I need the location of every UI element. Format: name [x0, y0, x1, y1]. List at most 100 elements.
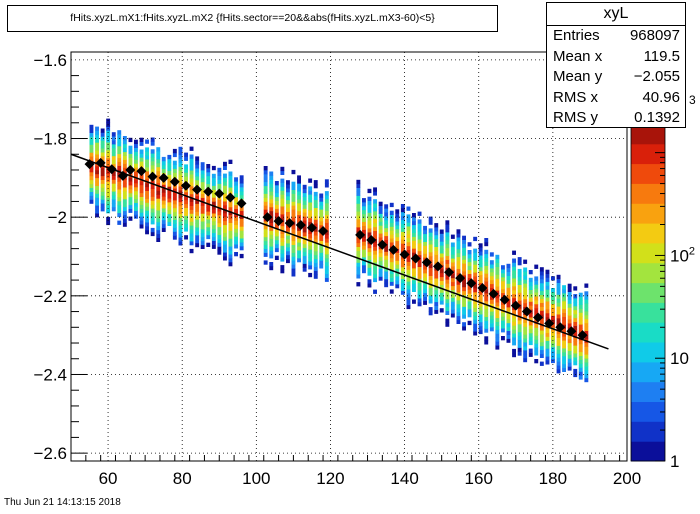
heatmap-cell	[156, 218, 161, 223]
heatmap-cell	[445, 259, 450, 264]
heatmap-cell	[111, 148, 116, 153]
heatmap-cell	[362, 209, 366, 215]
profile-point	[203, 186, 214, 197]
heatmap-cell	[506, 267, 511, 272]
heatmap-cell	[462, 271, 466, 276]
heatmap-cell	[161, 156, 166, 162]
heatmap-cell	[100, 148, 105, 153]
heatmap-cell	[302, 267, 307, 272]
heatmap-cell	[478, 325, 483, 331]
heatmap-cell	[172, 231, 177, 236]
heatmap-cell	[206, 207, 211, 212]
heatmap-cell	[417, 282, 422, 287]
heatmap-cell	[389, 269, 394, 274]
heatmap-cell	[412, 216, 416, 222]
heatmap-cell	[217, 199, 222, 204]
heatmap-cell	[528, 289, 533, 294]
heatmap-cell	[378, 233, 383, 238]
heatmap-cell	[578, 308, 583, 313]
heatmap-cell	[523, 259, 528, 264]
heatmap-cell	[367, 243, 372, 249]
heatmap-cell	[239, 191, 244, 196]
heatmap-cell	[297, 238, 301, 243]
heatmap-cell	[512, 289, 516, 295]
heatmap-cell	[534, 323, 539, 328]
heatmap-cell	[417, 223, 422, 228]
heatmap-cell	[512, 348, 516, 354]
heatmap-cell	[117, 134, 122, 139]
heatmap-cell	[280, 202, 285, 207]
heatmap-cell	[128, 181, 133, 186]
heatmap-cell	[489, 303, 494, 308]
heatmap-cell	[484, 281, 489, 286]
heatmap-cell	[172, 188, 177, 193]
heatmap-cell	[551, 339, 555, 344]
heatmap-cell	[573, 286, 578, 291]
heatmap-cell	[145, 210, 149, 215]
heatmap-cell	[462, 322, 466, 327]
heatmap-cell	[428, 275, 433, 280]
heatmap-cell	[367, 224, 372, 229]
heatmap-cell	[573, 368, 578, 374]
heatmap-cell	[473, 319, 478, 324]
heatmap-cell	[291, 252, 296, 257]
profile-point	[158, 172, 169, 183]
heatmap-cell	[195, 180, 200, 185]
heatmap-cell	[551, 323, 555, 328]
heatmap-cell	[100, 136, 105, 141]
heatmap-cell	[308, 213, 313, 219]
profile-point	[214, 188, 225, 199]
heatmap-cell	[484, 304, 489, 310]
heatmap-cell	[400, 247, 405, 252]
heatmap-cell	[184, 152, 188, 157]
heatmap-cell	[156, 159, 161, 164]
heatmap-cell	[280, 194, 285, 199]
heatmap-cell	[263, 240, 268, 246]
heatmap-cell	[128, 196, 133, 202]
heatmap-cell	[308, 249, 313, 254]
heatmap-cell	[150, 200, 155, 205]
heatmap-cell	[456, 319, 461, 324]
heatmap-cell	[200, 221, 205, 226]
heatmap-cell	[412, 268, 416, 273]
heatmap-cell	[145, 214, 149, 219]
heatmap-cell	[217, 250, 222, 255]
heatmap-cell	[128, 149, 133, 154]
heatmap-cell	[534, 327, 539, 332]
heatmap-cell	[189, 146, 194, 151]
heatmap-cell	[556, 302, 561, 307]
heatmap-cell	[545, 313, 550, 318]
heatmap-cell	[263, 189, 268, 194]
heatmap-cell	[195, 203, 200, 208]
heatmap-cell	[545, 305, 550, 310]
heatmap-cell	[395, 209, 400, 214]
heatmap-cell	[156, 206, 161, 211]
heatmap-cell	[211, 213, 216, 218]
heatmap-cell	[373, 270, 377, 275]
heatmap-cell	[239, 187, 244, 192]
heatmap-cell	[512, 274, 516, 279]
heatmap-cell	[356, 179, 361, 185]
heatmap-cell	[178, 178, 183, 183]
heatmap-cell	[95, 213, 99, 218]
heatmap-cell	[100, 187, 105, 192]
heatmap-cell	[167, 221, 172, 226]
heatmap-cell	[161, 227, 166, 232]
heatmap-cell	[573, 349, 578, 354]
heatmap-cell	[291, 256, 296, 261]
heatmap-cell	[274, 232, 279, 237]
heatmap-cell	[274, 240, 279, 245]
heatmap-cell	[274, 196, 279, 201]
heatmap-cell	[319, 197, 324, 202]
heatmap-cell	[573, 345, 578, 350]
heatmap-cell	[567, 338, 572, 344]
heatmap-cell	[167, 154, 172, 160]
heatmap-cell	[384, 208, 389, 213]
heatmap-cell	[324, 199, 329, 204]
heatmap-cell	[450, 258, 455, 263]
heatmap-cell	[217, 179, 222, 184]
heatmap-cell	[506, 322, 511, 328]
heatmap-cell	[545, 356, 550, 361]
heatmap-cell	[145, 155, 149, 160]
x-tick-label: 200	[613, 469, 641, 488]
